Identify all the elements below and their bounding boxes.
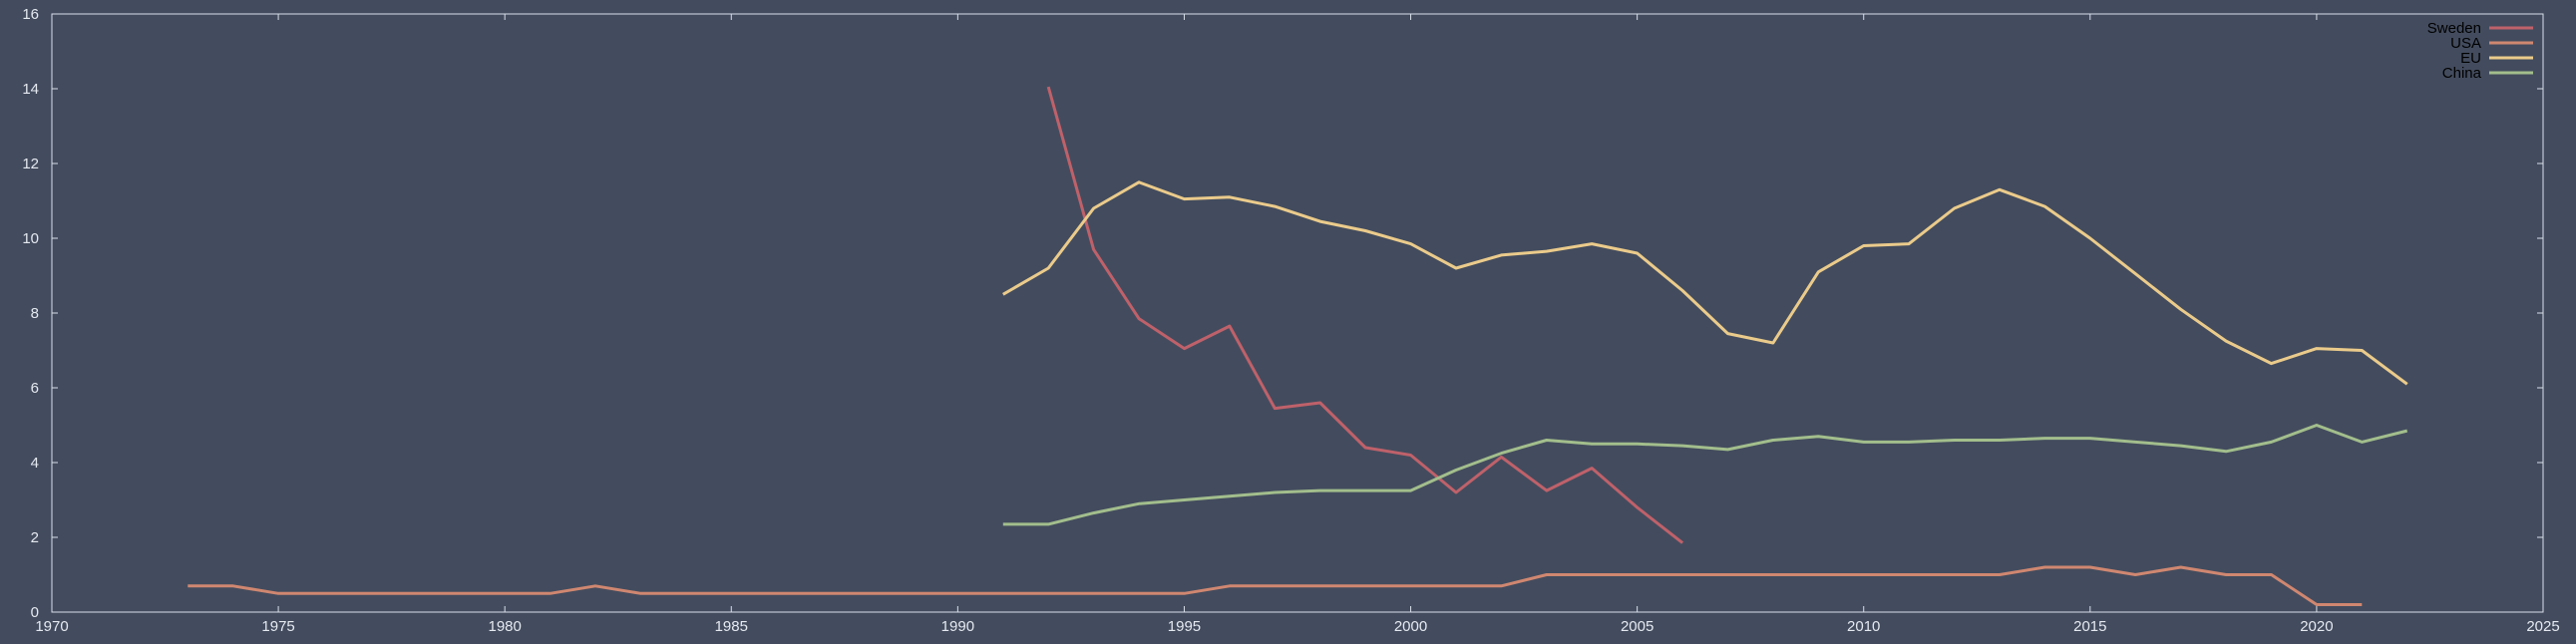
series-line-eu — [1002, 180, 2408, 386]
series-line-sweden — [1046, 86, 1684, 544]
legend-label-usa: USA — [2450, 35, 2481, 52]
y-tick-label: 14 — [22, 81, 39, 98]
y-tick-label: 2 — [31, 529, 39, 546]
legend-label-eu: EU — [2460, 50, 2481, 67]
y-tick-label: 12 — [22, 156, 39, 172]
plot-frame — [51, 13, 2544, 613]
x-tick-label: 1990 — [941, 618, 974, 635]
series-line-usa — [187, 565, 2363, 606]
series-line-china — [1002, 424, 2408, 526]
y-tick-label: 4 — [31, 455, 39, 472]
y-tick-label: 6 — [31, 380, 39, 397]
plot-area: 1970 1975 1980 1985 1990 1995 2000 2005 2010 2015… — [22, 6, 2559, 635]
x-tick-label: 2010 — [1847, 618, 1880, 635]
x-tick-label: 2005 — [1621, 618, 1654, 635]
x-tick-label: 1975 — [261, 618, 294, 635]
y-tick-label: 16 — [22, 6, 39, 23]
x-tick-label: 1970 — [35, 618, 68, 635]
y-tick-label: 10 — [22, 230, 39, 247]
y-tick-label: 8 — [31, 305, 39, 322]
x-tick-label: 2025 — [2526, 618, 2559, 635]
x-tick-label: 1985 — [715, 618, 748, 635]
series-lines — [187, 86, 2408, 606]
x-tick-label: 1980 — [488, 618, 521, 635]
y-tick-label: 0 — [31, 604, 39, 621]
x-tick-label: 1995 — [1168, 618, 1201, 635]
legend-label-china: China — [2442, 65, 2482, 82]
x-tick-label: 2020 — [2300, 618, 2333, 635]
x-tick-label: 2000 — [1394, 618, 1427, 635]
legend-label-sweden: Sweden — [2427, 20, 2481, 37]
x-tick-label: 2015 — [2073, 618, 2106, 635]
